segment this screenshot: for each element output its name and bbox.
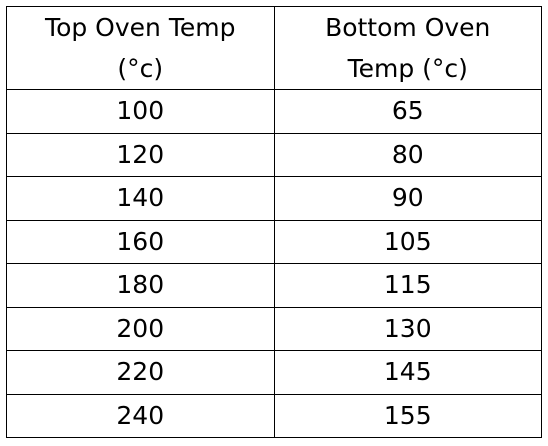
data-row: 140 90	[6, 176, 542, 221]
data-cell: 145	[273, 350, 542, 395]
data-cell: 130	[273, 306, 542, 351]
header-cell: Top Oven Temp (°c)	[6, 6, 275, 90]
data-cell: 105	[273, 219, 542, 264]
data-cell: 155	[273, 393, 542, 438]
data-cell: 80	[273, 132, 542, 177]
data-cell: 65	[273, 89, 542, 134]
data-row: 200 130	[6, 306, 542, 351]
data-row: 180 115	[6, 263, 542, 308]
header-cell: Bottom Oven Temp (°c)	[273, 6, 542, 90]
data-cell: 220	[6, 350, 275, 395]
data-cell: 180	[6, 263, 275, 308]
data-cell: 90	[273, 176, 542, 221]
data-cell: 140	[6, 176, 275, 221]
data-cell: 115	[273, 263, 542, 308]
data-row: 240 155	[6, 393, 542, 438]
data-row: 220 145	[6, 350, 542, 395]
data-cell: 120	[6, 132, 275, 177]
data-row: 160 105	[6, 219, 542, 264]
data-cell: 160	[6, 219, 275, 264]
header-row: Top Oven Temp (°c) Bottom Oven Temp (°c)	[6, 6, 542, 90]
temperature-table: Top Oven Temp (°c) Bottom Oven Temp (°c)…	[6, 6, 542, 438]
data-row: 100 65	[6, 89, 542, 134]
data-row: 120 80	[6, 132, 542, 177]
data-cell: 100	[6, 89, 275, 134]
data-cell: 200	[6, 306, 275, 351]
table-body: 100 65 120 80 140 90 160 105 180 115 200 130 220 145 2…	[6, 89, 542, 438]
data-cell: 240	[6, 393, 275, 438]
